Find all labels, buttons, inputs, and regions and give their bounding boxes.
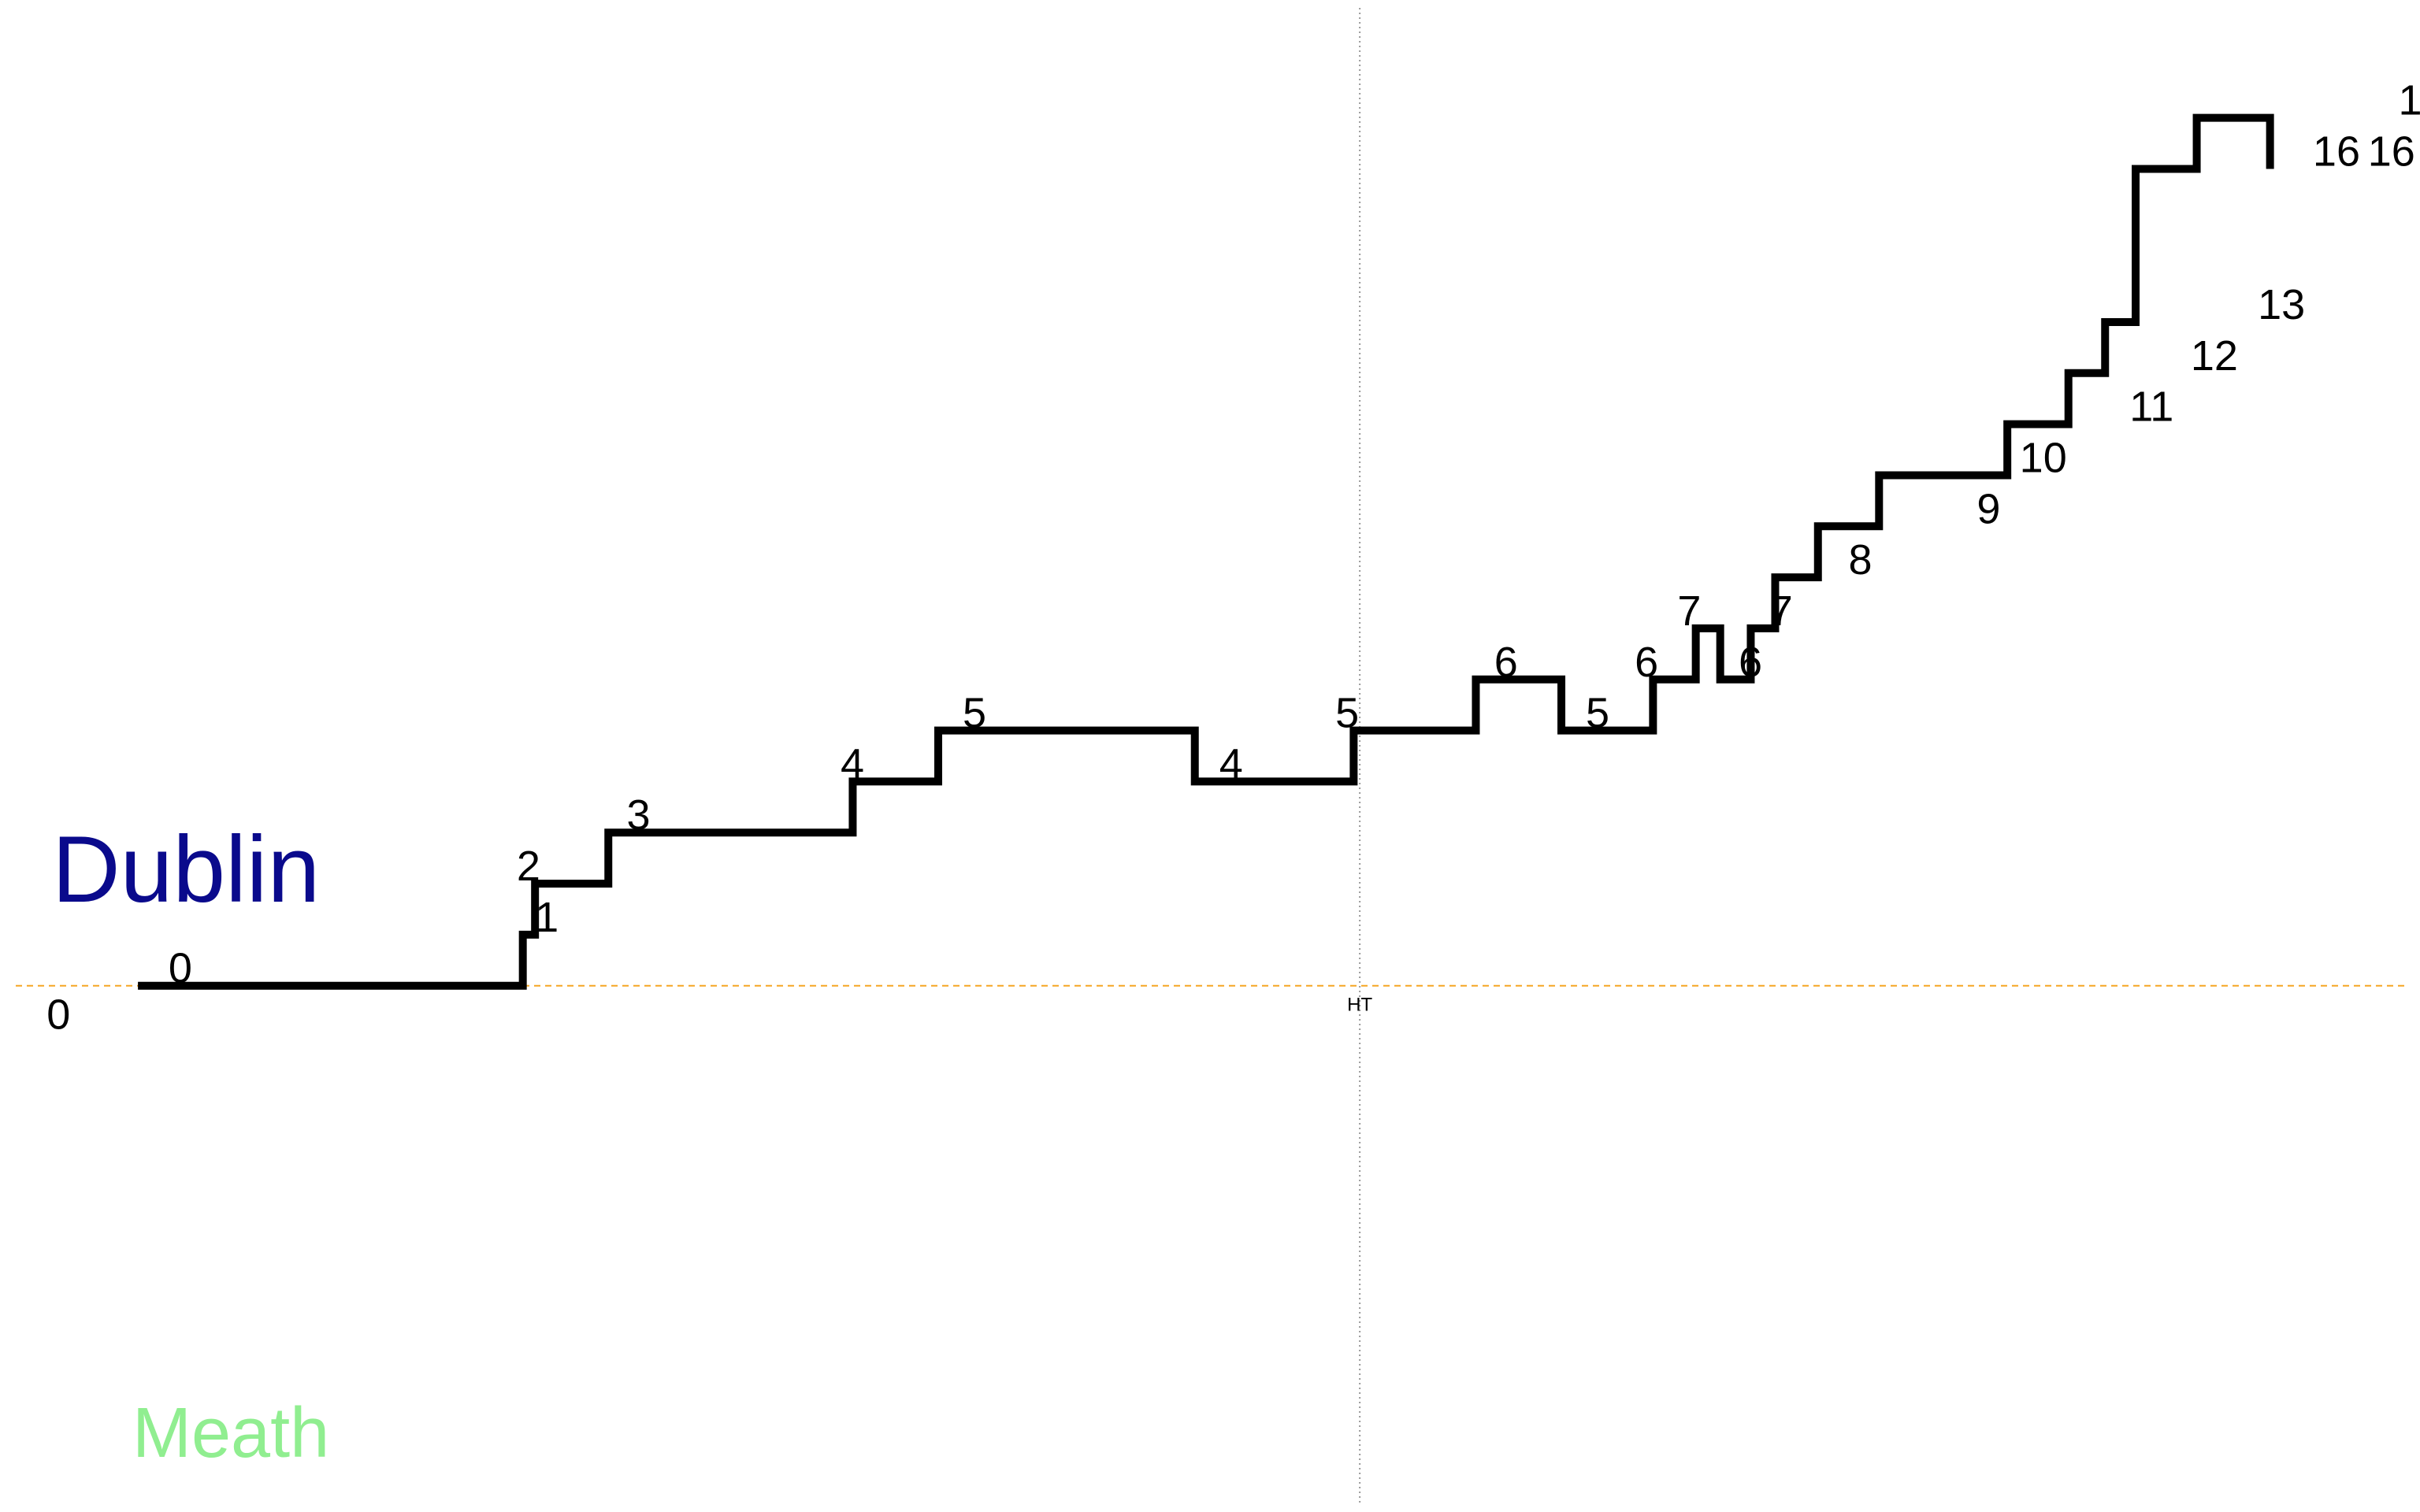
step-label: 12 <box>2191 332 2238 380</box>
team-label-dublin: Dublin <box>52 817 320 922</box>
step-label: 5 <box>1335 690 1359 737</box>
step-label: 10 <box>2020 434 2067 481</box>
step-label: 6 <box>1739 639 1762 686</box>
origin-label: 0 <box>46 991 70 1039</box>
step-labels: 012345456567678910111213161716 <box>169 77 2420 992</box>
step-label: 7 <box>1769 587 1793 635</box>
step-label: 5 <box>963 690 986 737</box>
step-label: 16 <box>2313 128 2360 175</box>
step-label: 6 <box>1635 639 1658 686</box>
step-label: 13 <box>2258 281 2305 328</box>
step-label: 7 <box>1677 587 1701 635</box>
step-label: 1 <box>535 894 559 941</box>
step-label: 4 <box>1219 740 1243 788</box>
step-label: 16 <box>2368 128 2415 175</box>
team-label-meath: Meath <box>132 1394 329 1473</box>
step-label: 9 <box>1976 485 2000 532</box>
step-label: 4 <box>841 740 864 788</box>
step-label: 8 <box>1849 536 1873 584</box>
step-label: 11 <box>2129 384 2173 431</box>
step-label: 2 <box>517 843 540 890</box>
halftime-label: HT <box>1347 995 1372 1016</box>
step-label: 3 <box>627 791 651 839</box>
step-label: 5 <box>1586 690 1609 737</box>
step-label: 0 <box>169 945 192 992</box>
score-step-line <box>138 113 2274 990</box>
step-label: 17 <box>2398 77 2420 124</box>
step-label: 6 <box>1494 639 1518 686</box>
